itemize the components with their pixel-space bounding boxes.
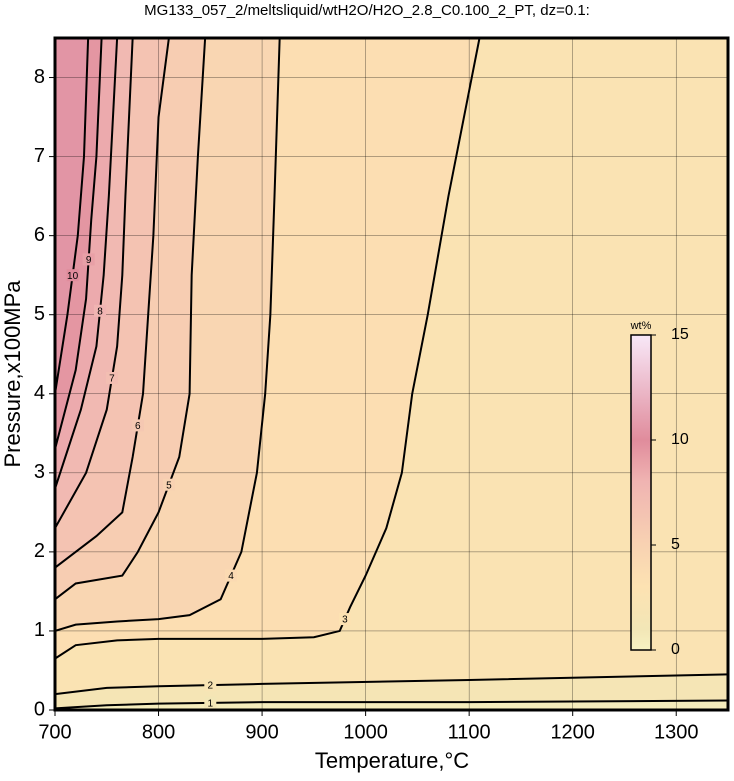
contour-label-box (162, 478, 175, 491)
colorbar-tick-label: 0 (671, 641, 680, 658)
contour-label: 10 (67, 271, 79, 282)
contour-region (55, 38, 728, 529)
contour-label-box (338, 613, 351, 626)
x-tick-label: 1100 (448, 721, 491, 743)
x-axis-label: Temperature,°C (315, 748, 469, 773)
contour-line (55, 38, 134, 529)
x-tick-label: 800 (142, 721, 175, 743)
contour-label-box (131, 419, 144, 432)
contour-line (55, 38, 170, 569)
colorbar-tick-label: 10 (671, 431, 689, 448)
contour-label: 5 (166, 480, 172, 491)
y-tick-label: 7 (34, 145, 45, 167)
colorbar-tick-label: 15 (671, 326, 689, 343)
contour-label: 6 (135, 421, 141, 432)
contour-label: 2 (208, 681, 214, 692)
x-tick-label: 1300 (654, 721, 699, 743)
y-tick-label: 1 (34, 619, 45, 641)
chart-title: MG133_057_2/meltsliquid/wtH2O/H2O_2.8_C0… (144, 2, 590, 19)
plot-frame (53, 36, 730, 712)
contour-label-box (94, 304, 107, 317)
colorbar-tick-label: 5 (671, 536, 680, 553)
contour-line (55, 38, 90, 394)
y-tick-label: 8 (34, 66, 45, 88)
contour-label: 7 (109, 374, 115, 385)
contour-line (55, 38, 481, 660)
contour-label-box (105, 371, 118, 384)
contour-label-box (66, 269, 79, 282)
contour-label: 3 (342, 615, 348, 626)
contour-label: 4 (228, 571, 234, 582)
y-tick-label: 5 (34, 303, 45, 325)
contour-label-box (204, 679, 217, 692)
contour-label-box (204, 696, 217, 709)
x-tick-label: 700 (38, 721, 71, 743)
contour-region (55, 38, 728, 631)
y-tick-label: 2 (34, 540, 45, 562)
plot-area: 1 2 3 4 5 6 7 8 9 10 (55, 38, 728, 710)
contour-label-box (82, 253, 95, 266)
contour-label: 1 (208, 699, 214, 710)
contour-label: 9 (86, 255, 92, 266)
y-tick-label: 6 (34, 224, 45, 246)
colorbar-label: wt% (630, 320, 652, 332)
x-tick-label: 1200 (550, 721, 595, 743)
x-tick-label: 900 (245, 721, 278, 743)
colorbar (630, 334, 652, 651)
y-axis-label: Pressure,x100MPa (0, 280, 25, 468)
y-tick-label: 3 (34, 461, 45, 483)
contour-label: 8 (97, 306, 103, 317)
contour-label-box (225, 569, 238, 582)
x-tick-label: 1000 (343, 721, 388, 743)
y-tick-label: 4 (34, 382, 45, 404)
y-tick-label: 0 (34, 698, 45, 720)
